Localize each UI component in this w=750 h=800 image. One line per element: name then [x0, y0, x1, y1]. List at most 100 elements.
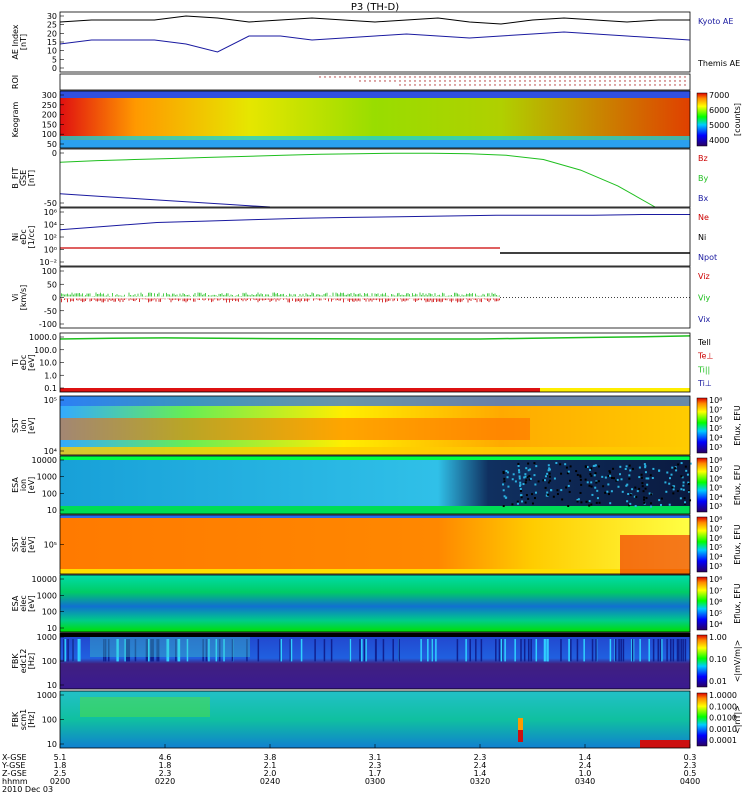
roi-dot — [674, 76, 676, 78]
ae-tick-label: 15 — [47, 38, 57, 47]
fbk1-streak — [609, 639, 612, 662]
bottom-col-value: 2.3 — [474, 753, 487, 762]
esa-ion-pixel — [502, 470, 505, 473]
esa-ion-pixel — [644, 487, 647, 490]
esa-ion-pixel — [544, 486, 547, 489]
roi-dot — [564, 84, 566, 86]
bottom-col-value: 2.0 — [264, 769, 277, 778]
roi-dot — [459, 84, 461, 86]
roi-dot — [634, 80, 636, 82]
fbk1-streak — [231, 639, 234, 662]
sst_i-colorbar-tick: 10⁸ — [709, 396, 722, 405]
esa-ion-pixel — [567, 505, 570, 508]
esa-ion-pixel — [606, 490, 609, 493]
esa-ion-pixel — [576, 473, 579, 476]
roi-dot — [504, 84, 506, 86]
esa-ion-noise — [502, 462, 692, 508]
esa_e-ylabel: [eV] — [27, 595, 36, 612]
roi-dot — [619, 80, 621, 82]
esa-ion-pixel — [684, 501, 687, 504]
esa-ion-pixel — [601, 475, 604, 478]
roi-dot — [524, 80, 526, 82]
esa-ion-pixel — [597, 465, 600, 468]
roi-dot — [619, 76, 621, 78]
esa-ion-pixel — [523, 476, 526, 479]
esa-ion-pixel — [658, 469, 661, 472]
esa-ion-pixel — [568, 490, 571, 493]
esa-ion-pixel — [642, 490, 645, 493]
roi-dot — [579, 84, 581, 86]
fbk1-streak — [465, 639, 467, 662]
esa-ion-pixel — [526, 476, 529, 479]
fbk1-colorbar-tick: 0.10 — [709, 655, 727, 664]
esa-ion-pixel — [548, 472, 551, 475]
esa-ion-pixel — [506, 471, 509, 474]
roi-dot — [489, 80, 491, 82]
keogram-colorbar-tick: 5000 — [709, 121, 729, 130]
esa-ion-pixel — [638, 466, 641, 469]
fbk2-tick-label: 100 — [42, 716, 57, 725]
roi-dot — [634, 84, 636, 86]
fbk1-streak — [63, 639, 65, 662]
esa-ion-pixel — [519, 484, 522, 487]
ni-legend-item: Ni — [698, 233, 706, 242]
roi-dot — [559, 80, 561, 82]
esa-ion-pixel — [518, 477, 521, 480]
fbk1-streak — [620, 639, 622, 662]
esa-ion-pixel — [503, 495, 506, 498]
esa_e-tick-label: 10000 — [32, 575, 57, 584]
roi-dot — [569, 76, 571, 78]
esa-ion-pixel — [607, 474, 610, 477]
fbk1-streak — [535, 639, 538, 662]
fbk1-streak — [67, 639, 69, 662]
roi-dot — [664, 80, 666, 82]
roi-dot — [544, 80, 546, 82]
esa-ion-pixel — [549, 479, 552, 482]
esa-ion-pixel — [679, 497, 682, 500]
roi-dot — [374, 76, 376, 78]
keogram-frame — [59, 90, 691, 149]
bfit-frame — [59, 148, 691, 208]
fbk1-streak — [186, 639, 189, 662]
fbk1-streak — [77, 639, 80, 662]
esa-ion-pixel — [505, 470, 508, 473]
bottom-col-value: 0200 — [50, 777, 70, 786]
esa-ion-pixel — [687, 483, 690, 486]
roi-dot — [604, 80, 606, 82]
esa-ion-pixel — [547, 469, 550, 472]
esa-ion-pixel — [595, 481, 598, 484]
esa-ion-pixel — [545, 494, 548, 497]
esa-ion-pixel — [640, 473, 643, 476]
fbk1-streak — [543, 639, 546, 662]
fbk1-streak — [150, 639, 152, 662]
fbk1-streak — [661, 639, 663, 662]
roi-dot — [429, 76, 431, 78]
fbk1-top — [60, 633, 690, 637]
sst_e-colorbar-label: Eflux, EFU — [733, 524, 742, 565]
ni-legend-item: Ne — [698, 213, 709, 222]
sst-elec-red — [620, 535, 690, 575]
fbk1-streak — [498, 639, 501, 662]
fbk1-streak — [257, 639, 260, 662]
fbk1-streak — [591, 639, 594, 662]
roi-dot — [659, 76, 661, 78]
esa-ion-pixel — [644, 466, 647, 469]
esa-ion-pixel — [502, 472, 505, 475]
roi-dot — [639, 76, 641, 78]
esa-ion-pixel — [597, 480, 600, 483]
esa-ion-pixel — [666, 471, 669, 474]
roi-dot — [559, 76, 561, 78]
fbk1-streak — [568, 639, 570, 662]
vi-tick-label: 0 — [52, 294, 57, 303]
esa-ion-pixel — [521, 500, 524, 503]
fbk1-ylabel: edc12 — [19, 649, 28, 674]
esa-ion-pixel — [524, 481, 527, 484]
esa-ion-pixel — [620, 478, 623, 481]
esa_e-tick-label: 10 — [47, 624, 57, 633]
roi-dot — [464, 80, 466, 82]
roi-dot — [444, 84, 446, 86]
esa-ion-pixel — [682, 481, 685, 484]
fbk2-colorbar-tick: 0.1000 — [709, 702, 737, 711]
roi-dot — [454, 80, 456, 82]
roi-dot — [624, 84, 626, 86]
